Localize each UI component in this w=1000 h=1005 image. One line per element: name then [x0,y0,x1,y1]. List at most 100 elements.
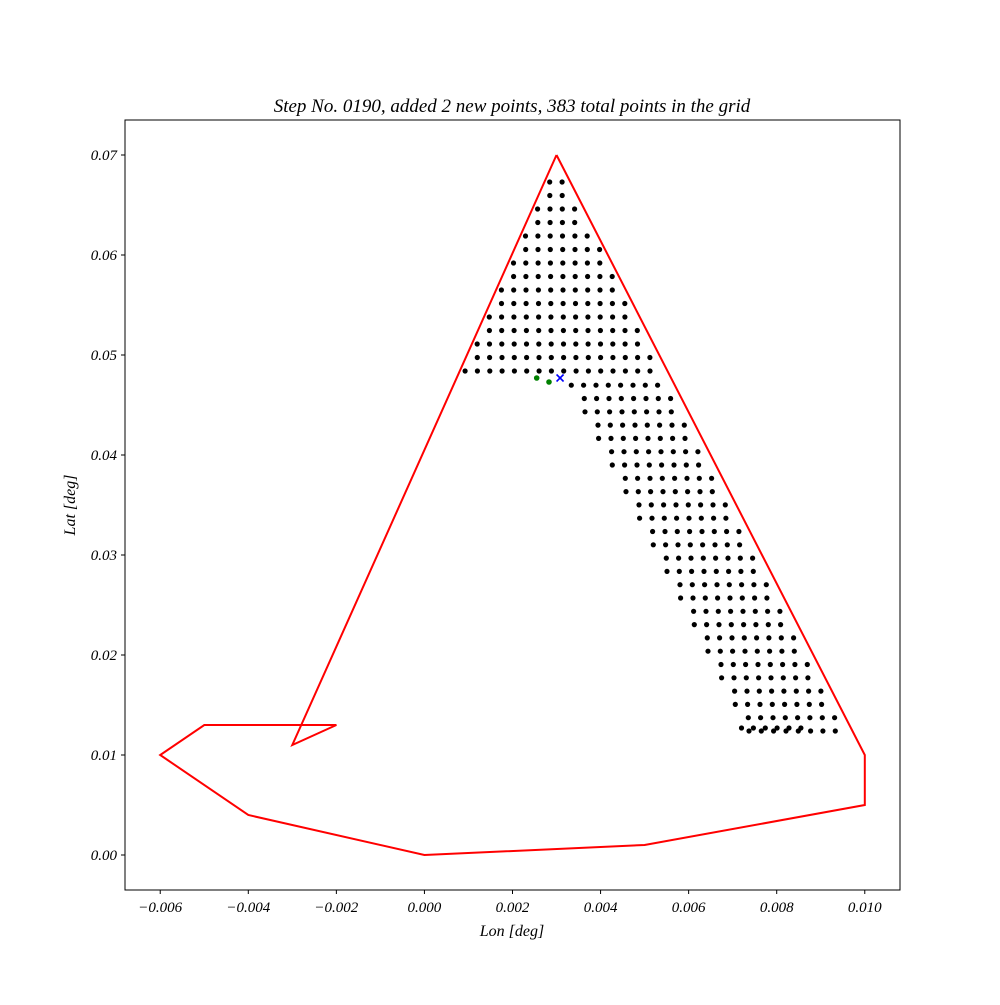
grid-point [609,300,616,307]
grid-point [511,354,517,361]
grid-point [499,341,505,347]
grid-point [560,314,566,320]
grid-point [647,368,653,374]
grid-point [756,688,762,694]
grid-point [668,395,674,402]
grid-point [769,701,775,708]
grid-point [661,502,667,508]
grid-point [713,568,719,575]
grid-point [511,314,517,320]
grid-point [597,300,603,307]
grid-point [618,382,624,388]
grid-point [597,246,603,253]
grid-point [572,219,578,226]
grid-point [754,635,760,641]
grid-point [598,354,604,361]
grid-point [663,542,669,548]
grid-point [770,715,776,721]
grid-point [695,449,701,455]
grid-point [806,701,812,708]
grid-point [547,260,554,266]
grid-point [594,409,600,415]
grid-point [536,354,542,361]
grid-point [582,409,588,415]
grid-point [805,675,811,681]
grid-point [728,622,734,628]
grid-point [676,568,682,575]
y-tick-label: 0.06 [91,248,118,264]
grid-point [691,608,697,614]
grid-point [780,675,786,681]
grid-point [715,595,721,601]
grid-point [487,354,493,361]
grid-point [709,475,715,481]
grid-point [499,354,505,361]
grid-point [818,688,824,694]
grid-point [728,608,734,614]
grid-point [535,206,541,212]
grid-point [572,260,578,266]
grid-point [731,675,737,681]
grid-point [535,246,541,253]
grid-point [780,661,786,668]
grid-point [610,314,616,320]
grid-point [462,368,468,374]
grid-point [499,314,505,320]
grid-point [808,728,814,734]
grid-point [751,582,757,588]
grid-point [752,608,758,614]
grid-point [739,595,745,601]
grid-point [757,701,763,708]
grid-point [685,502,691,508]
grid-point [499,327,505,334]
grid-point [690,595,696,601]
grid-point [804,661,810,668]
grid-point [498,300,505,307]
grid-point [548,287,554,293]
grid-point [560,260,566,266]
grid-point [607,409,613,415]
grid-point [522,233,529,239]
grid-point [644,422,650,428]
grid-point [705,648,711,654]
grid-point [648,489,654,495]
grid-point [622,475,628,481]
grid-point [794,701,800,708]
grid-point [754,648,760,654]
grid-point [547,233,553,239]
y-tick-label: 0.03 [91,548,117,564]
grid-point [609,462,615,468]
y-tick-label: 0.07 [91,148,119,164]
chart-title: Step No. 0190, added 2 new points, 383 t… [274,96,751,117]
grid-point [709,489,715,495]
grid-point [793,675,799,681]
grid-point [670,449,676,455]
grid-point [778,622,784,628]
grid-point [726,582,732,588]
grid-point [535,260,541,266]
grid-point [535,233,541,239]
grid-point [581,382,587,388]
grid-point [674,515,680,521]
grid-point [535,300,542,307]
grid-point [750,555,756,561]
grid-point [688,555,694,561]
grid-point [605,382,611,388]
grid-point [711,515,717,521]
grid-point [771,728,777,734]
grid-point [732,688,738,694]
grid-point [607,422,613,428]
grid-point [511,300,517,307]
grid-point [548,314,554,320]
grid-point [750,568,756,575]
new-point [533,375,540,381]
grid-point [523,246,529,253]
grid-point [711,528,717,535]
y-tick-label: 0.01 [91,748,117,764]
grid-point [752,595,758,601]
grid-point [746,728,752,734]
grid-point [606,395,612,402]
grid-point [622,368,629,374]
grid-point [701,568,707,575]
